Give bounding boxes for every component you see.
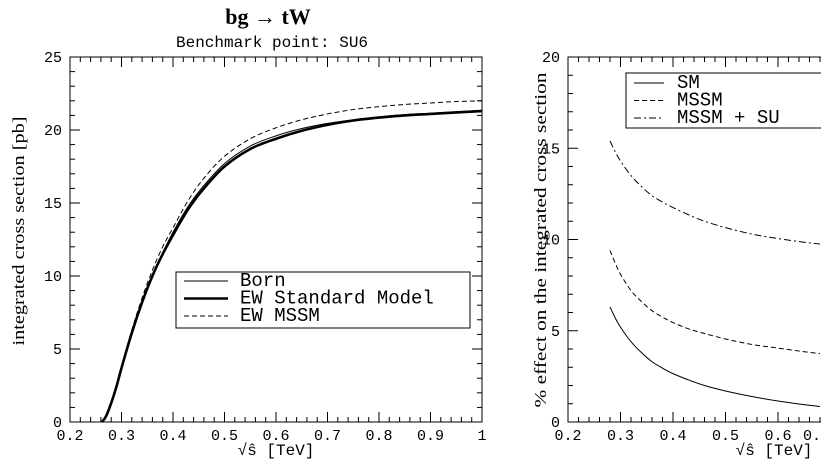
x-axis-label: √ŝ [TeV]	[238, 442, 315, 460]
y-axis-label: integrated cross section [pb]	[9, 117, 28, 346]
x-axis-label: √ŝ [TeV]	[736, 442, 813, 460]
x-tick-label: 0.4	[159, 428, 186, 445]
series-line-mssm	[610, 250, 820, 353]
x-tick-label: 0.3	[607, 428, 634, 445]
legend-label: MSSM + SU	[677, 107, 780, 129]
y-tick-label: 20	[542, 50, 560, 67]
y-axis-label: % effect on the integrated cross section	[531, 72, 550, 408]
y-tick-label: 5	[53, 342, 62, 359]
legend-entry: MSSM + SU	[634, 107, 780, 129]
series-line-born	[102, 110, 482, 422]
y-tick-label: 15	[44, 196, 62, 213]
series-line-sm	[610, 307, 820, 406]
x-tick-label: 0.7	[314, 428, 341, 445]
y-tick-label: 20	[44, 123, 62, 140]
x-tick-label: 1	[477, 428, 486, 445]
y-tick-label: 25	[44, 50, 62, 67]
plot-frame	[70, 57, 482, 422]
x-tick-label: 0.5	[211, 428, 238, 445]
y-tick-label: 10	[44, 269, 62, 286]
y-tick-label: 0	[551, 415, 560, 432]
x-tick-label: 0.4	[659, 428, 686, 445]
y-tick-label: 0	[53, 415, 62, 432]
legend-label: EW MSSM	[240, 305, 320, 327]
chart-subtitle: Benchmark point: SU6	[176, 34, 368, 52]
y-tick-label: 5	[551, 324, 560, 341]
chart-title: bg → tW	[225, 4, 311, 29]
legend-entry: EW MSSM	[184, 305, 320, 327]
x-tick-label: 0.8	[365, 428, 392, 445]
series-line-mssm-su	[610, 141, 820, 244]
x-tick-label: 0.3	[108, 428, 135, 445]
series-line-ew-standard-model	[102, 111, 482, 422]
x-tick-label: 0.9	[417, 428, 444, 445]
